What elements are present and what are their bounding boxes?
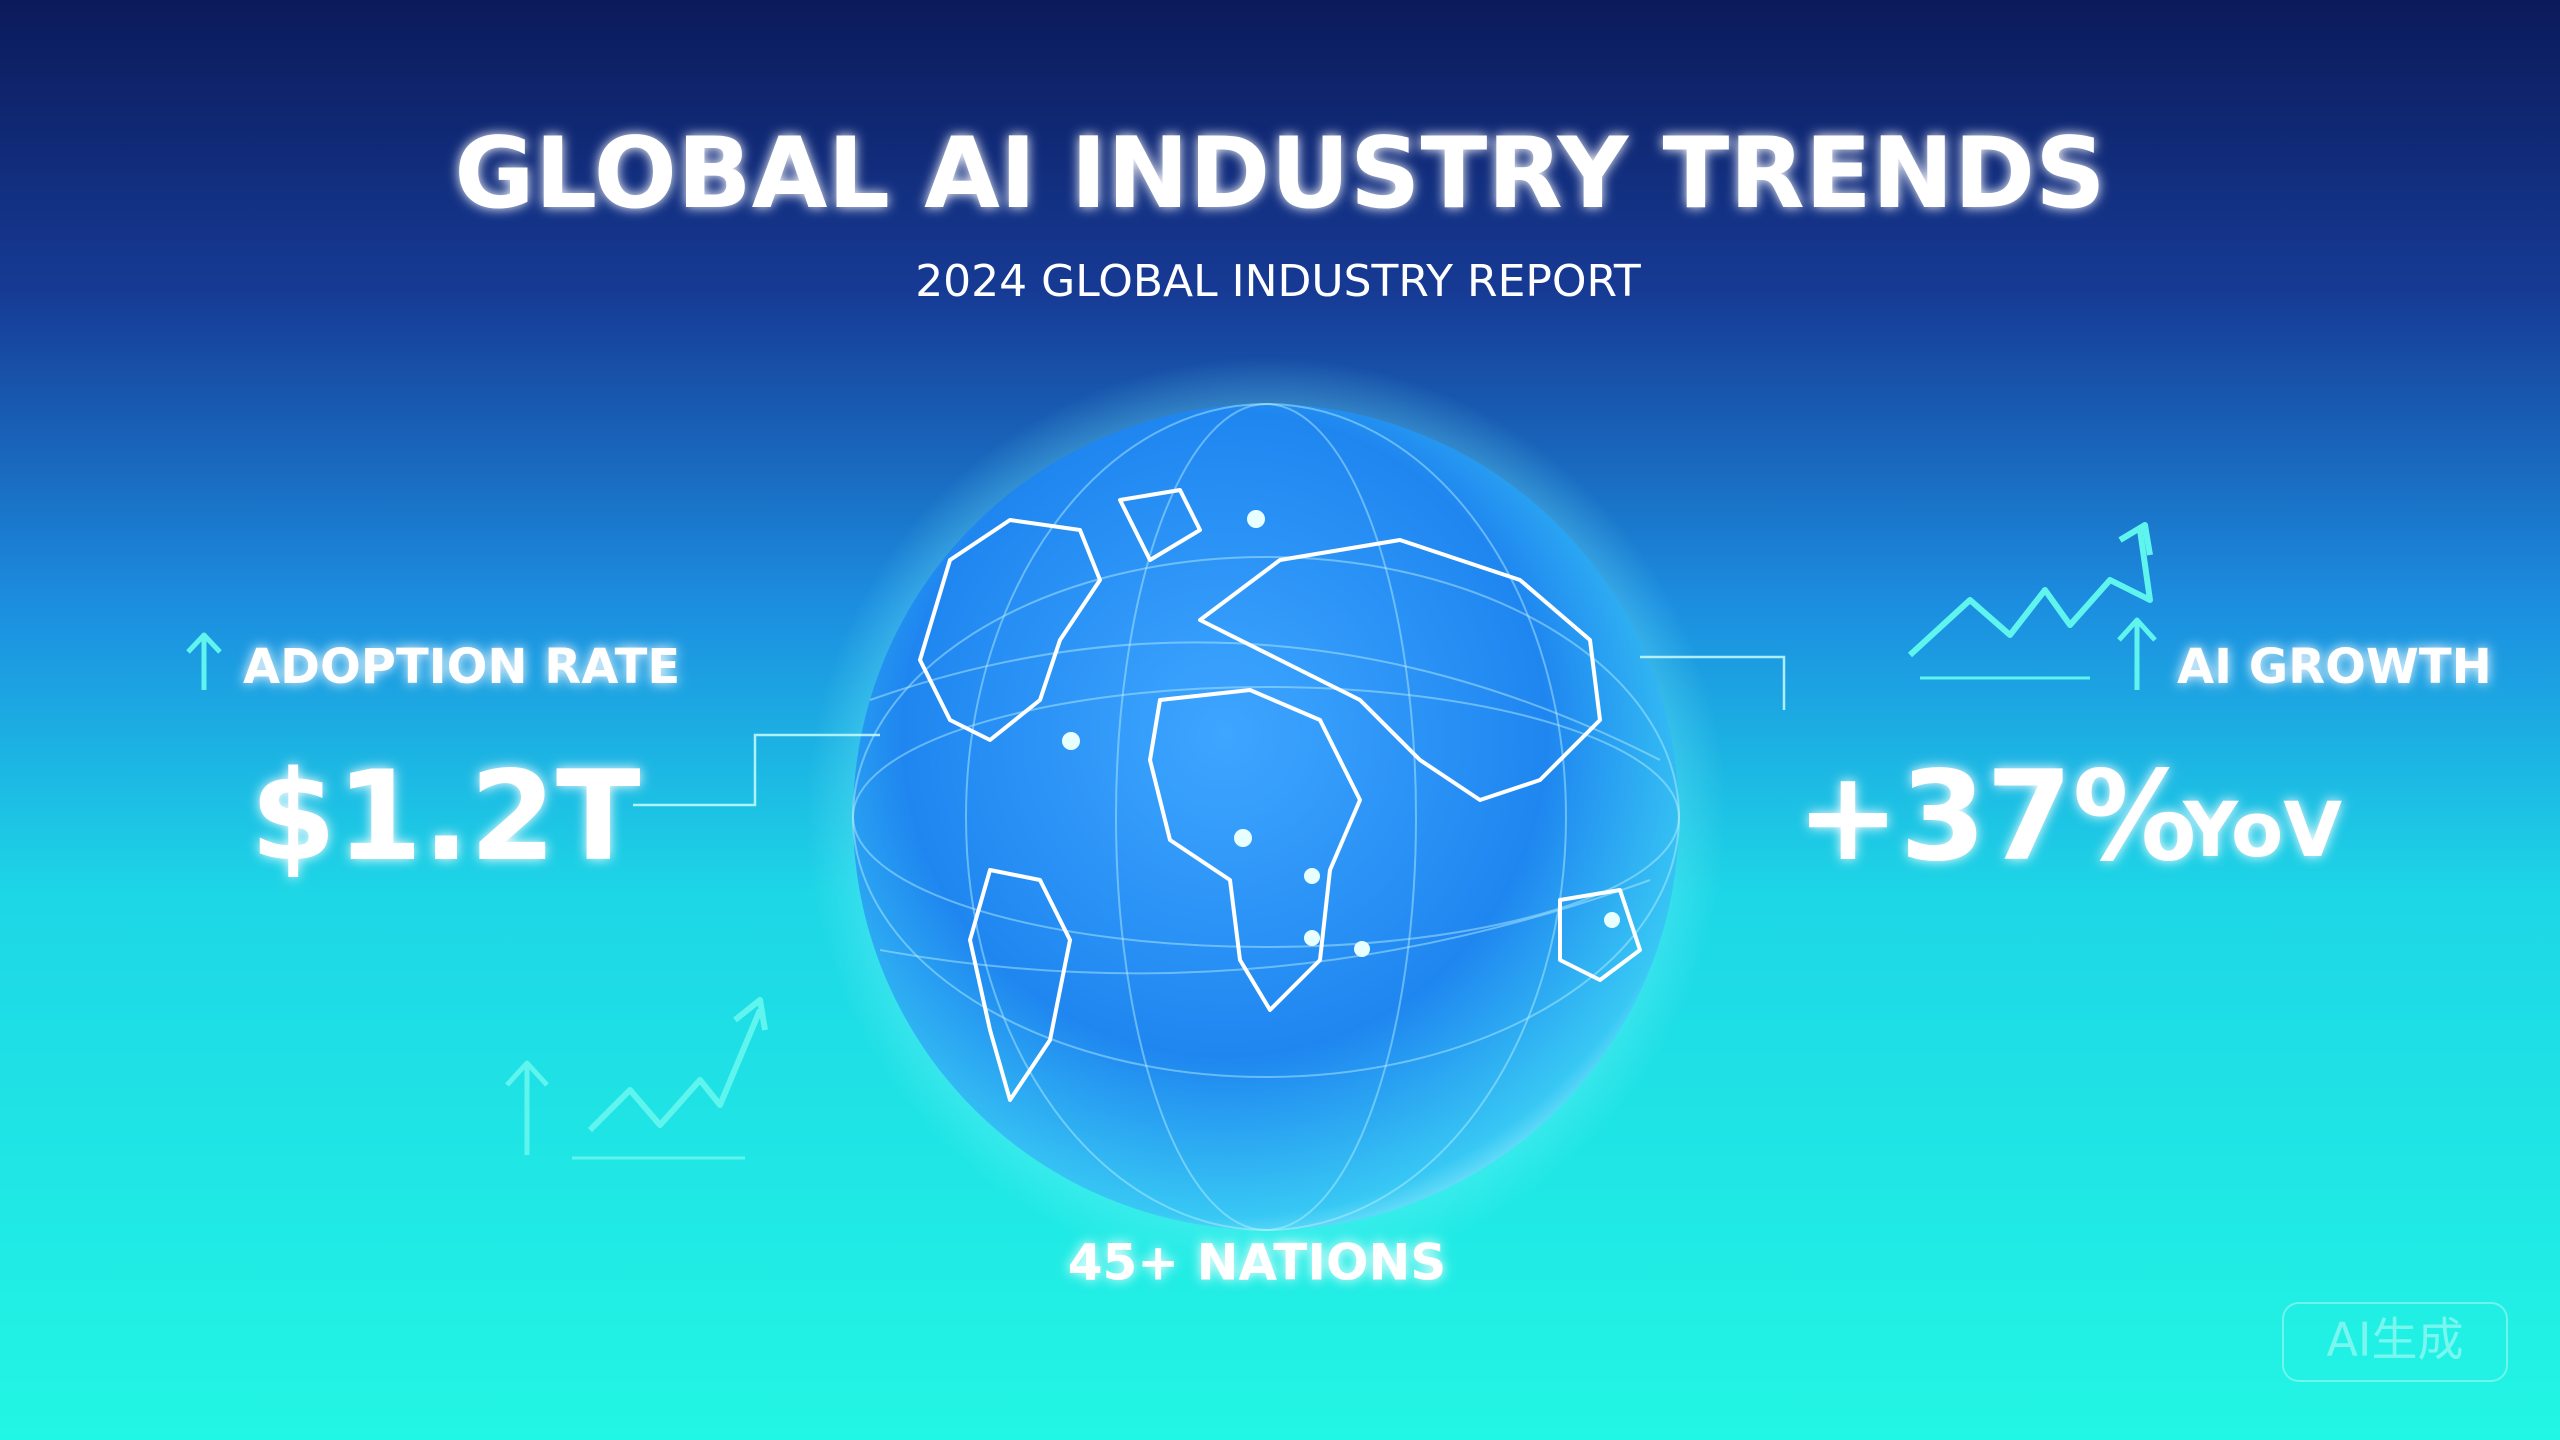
watermark-box — [2282, 1302, 2508, 1382]
stat-label: AI GROWTH — [2177, 639, 2492, 695]
stat-value: +37% — [1796, 745, 2197, 889]
globe — [806, 357, 1726, 1277]
caption: 45+ NATIONS — [1068, 1234, 1447, 1292]
trend-icon — [186, 522, 2157, 1160]
stat-label: ADOPTION RATE — [243, 639, 680, 695]
title: GLOBAL AI INDUSTRY TRENDS — [454, 117, 2105, 231]
watermark: AI生成 — [2326, 1313, 2463, 1367]
stat-suffix: YoV — [2182, 785, 2342, 874]
connector-lines — [633, 655, 1786, 807]
stat-value: $1.2T — [250, 745, 641, 889]
subtitle: 2024 GLOBAL INDUSTRY REPORT — [915, 256, 1641, 307]
